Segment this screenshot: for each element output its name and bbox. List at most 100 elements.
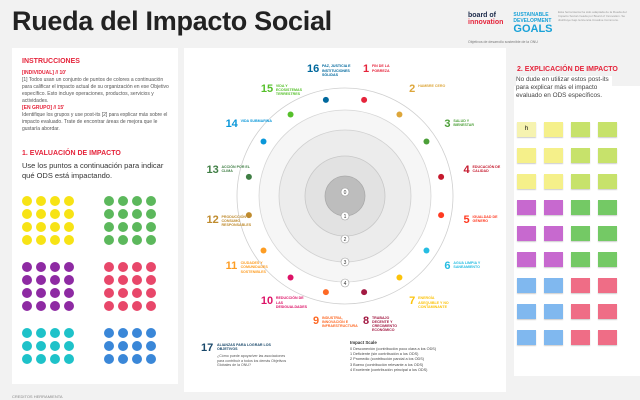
rating-dot[interactable] <box>22 354 32 364</box>
rating-dot[interactable] <box>132 262 142 272</box>
rating-dot[interactable] <box>64 196 74 206</box>
rating-dot[interactable] <box>36 328 46 338</box>
rating-dot[interactable] <box>132 328 142 338</box>
dot-group-cyan[interactable] <box>22 328 74 364</box>
rating-dot[interactable] <box>22 301 32 311</box>
goal-4-number[interactable]: 4 <box>463 164 470 177</box>
rating-dot[interactable] <box>146 341 156 351</box>
goal-11-number[interactable]: 11 <box>225 260 238 273</box>
sticky-note[interactable] <box>517 304 536 319</box>
sticky-note[interactable] <box>598 148 617 163</box>
rating-dot[interactable] <box>64 288 74 298</box>
rating-dot[interactable] <box>22 328 32 338</box>
rating-dot[interactable] <box>22 262 32 272</box>
sticky-note[interactable] <box>598 122 617 137</box>
sticky-note[interactable] <box>571 122 590 137</box>
rating-dot[interactable] <box>146 328 156 338</box>
sticky-note[interactable] <box>544 200 563 215</box>
sticky-note[interactable] <box>544 122 563 137</box>
rating-dot[interactable] <box>64 275 74 285</box>
rating-dot[interactable] <box>104 209 114 219</box>
sticky-note[interactable] <box>571 252 590 267</box>
sticky-note[interactable] <box>544 304 563 319</box>
goal-5-number[interactable]: 5 <box>463 213 470 226</box>
goal-8-number[interactable]: 8 <box>362 314 370 327</box>
rating-dot[interactable] <box>64 235 74 245</box>
rating-dot[interactable] <box>50 288 60 298</box>
sticky-note[interactable] <box>517 200 536 215</box>
goal-13-number[interactable]: 13 <box>206 164 219 177</box>
rating-dot[interactable] <box>146 262 156 272</box>
rating-dot[interactable] <box>36 262 46 272</box>
rating-dot[interactable] <box>132 235 142 245</box>
sticky-note[interactable] <box>571 226 590 241</box>
rating-dot[interactable] <box>36 341 46 351</box>
sticky-note[interactable] <box>544 252 563 267</box>
rating-dot[interactable] <box>64 354 74 364</box>
rating-dot[interactable] <box>50 301 60 311</box>
rating-dot[interactable] <box>36 288 46 298</box>
rating-dot[interactable] <box>132 196 142 206</box>
rating-dot[interactable] <box>104 288 114 298</box>
sticky-note[interactable] <box>517 174 536 189</box>
rating-dot[interactable] <box>146 288 156 298</box>
rating-dot[interactable] <box>50 196 60 206</box>
sticky-note[interactable] <box>598 174 617 189</box>
rating-dot[interactable] <box>118 354 128 364</box>
rating-dot[interactable] <box>22 288 32 298</box>
sticky-note[interactable] <box>598 278 617 293</box>
rating-dot[interactable] <box>36 196 46 206</box>
rating-dot[interactable] <box>132 341 142 351</box>
goal-12-number[interactable]: 12 <box>206 213 219 226</box>
sticky-note[interactable] <box>517 330 536 345</box>
goal-3-number[interactable]: 3 <box>444 117 451 130</box>
goal-2-number[interactable]: 2 <box>409 82 416 95</box>
rating-dot[interactable] <box>64 209 74 219</box>
sticky-note[interactable] <box>571 278 590 293</box>
rating-dot[interactable] <box>104 235 114 245</box>
rating-dot[interactable] <box>50 262 60 272</box>
sticky-note[interactable] <box>544 148 563 163</box>
rating-dot[interactable] <box>22 209 32 219</box>
sticky-note[interactable] <box>598 200 617 215</box>
rating-dot[interactable] <box>22 222 32 232</box>
rating-dot[interactable] <box>146 209 156 219</box>
sticky-note[interactable] <box>517 252 536 267</box>
rating-dot[interactable] <box>104 262 114 272</box>
rating-dot[interactable] <box>64 328 74 338</box>
dot-group-purple[interactable] <box>22 262 74 311</box>
sticky-note[interactable] <box>517 226 536 241</box>
rating-dot[interactable] <box>64 222 74 232</box>
rating-dot[interactable] <box>22 235 32 245</box>
sticky-note[interactable] <box>598 304 617 319</box>
sticky-note[interactable] <box>517 278 536 293</box>
rating-dot[interactable] <box>132 209 142 219</box>
goal-7-number[interactable]: 7 <box>409 295 416 308</box>
rating-dot[interactable] <box>118 328 128 338</box>
sticky-note[interactable] <box>544 174 563 189</box>
rating-dot[interactable] <box>36 235 46 245</box>
rating-dot[interactable] <box>50 222 60 232</box>
rating-dot[interactable] <box>146 196 156 206</box>
dot-group-blue[interactable] <box>104 328 156 364</box>
sticky-note[interactable] <box>598 226 617 241</box>
rating-dot[interactable] <box>132 301 142 311</box>
sticky-note[interactable]: h <box>517 122 536 137</box>
rating-dot[interactable] <box>64 301 74 311</box>
rating-dot[interactable] <box>132 354 142 364</box>
rating-dot[interactable] <box>104 196 114 206</box>
sticky-note[interactable] <box>571 304 590 319</box>
rating-dot[interactable] <box>64 341 74 351</box>
dot-group-yellow[interactable] <box>22 196 74 245</box>
rating-dot[interactable] <box>146 301 156 311</box>
rating-dot[interactable] <box>36 209 46 219</box>
rating-dot[interactable] <box>50 235 60 245</box>
sticky-note[interactable] <box>544 330 563 345</box>
goal-9-number[interactable]: 9 <box>313 314 320 327</box>
goal-10-number[interactable]: 10 <box>260 295 274 308</box>
rating-dot[interactable] <box>22 341 32 351</box>
rating-dot[interactable] <box>118 235 128 245</box>
sticky-note[interactable] <box>517 148 536 163</box>
sticky-note[interactable] <box>544 226 563 241</box>
rating-dot[interactable] <box>36 354 46 364</box>
